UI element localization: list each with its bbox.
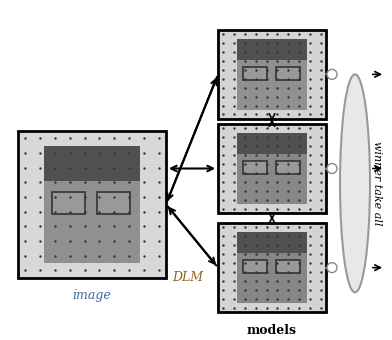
- Bar: [237, 39, 307, 60]
- Bar: [44, 146, 140, 263]
- Bar: [237, 133, 307, 154]
- Text: winner take all: winner take all: [372, 141, 382, 225]
- Bar: [218, 30, 326, 119]
- Bar: [276, 67, 300, 80]
- Bar: [237, 133, 307, 204]
- Bar: [237, 232, 307, 253]
- Bar: [237, 232, 307, 303]
- Bar: [97, 192, 131, 214]
- Bar: [18, 131, 166, 277]
- Text: DLM: DLM: [172, 271, 203, 284]
- Bar: [44, 146, 140, 181]
- Text: models: models: [247, 324, 297, 337]
- Bar: [237, 39, 307, 110]
- Bar: [243, 162, 267, 174]
- Ellipse shape: [340, 74, 370, 292]
- Circle shape: [327, 263, 337, 273]
- Bar: [218, 223, 326, 312]
- Text: image: image: [73, 289, 111, 303]
- Bar: [243, 67, 267, 80]
- Bar: [276, 260, 300, 273]
- Bar: [243, 260, 267, 273]
- Circle shape: [327, 69, 337, 79]
- Bar: [52, 192, 85, 214]
- Bar: [276, 162, 300, 174]
- Bar: [218, 124, 326, 213]
- Circle shape: [327, 164, 337, 173]
